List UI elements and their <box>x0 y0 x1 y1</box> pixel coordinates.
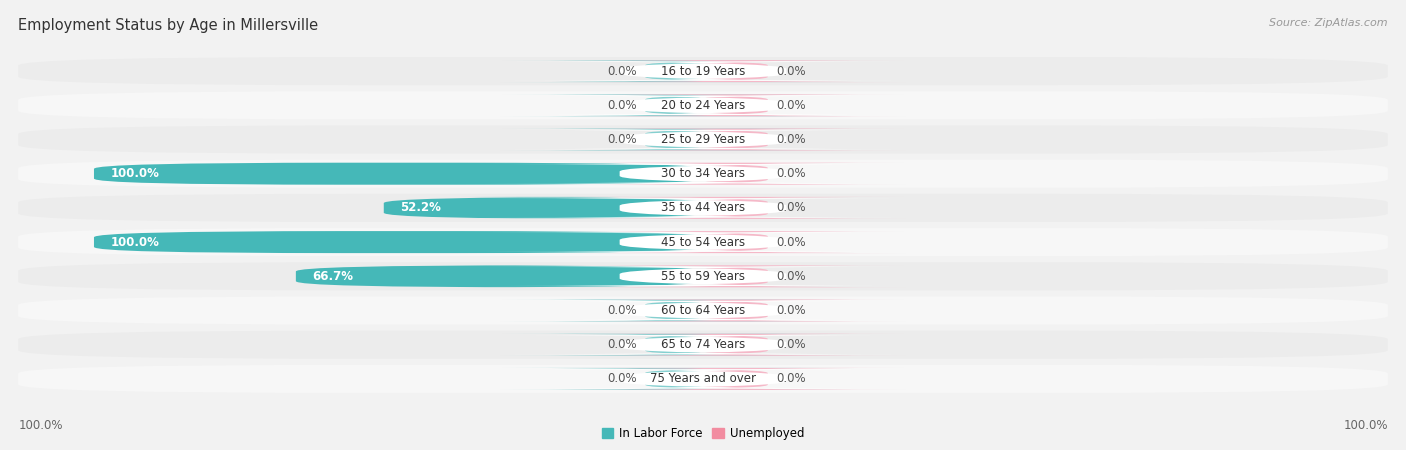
FancyBboxPatch shape <box>484 164 922 184</box>
Text: 0.0%: 0.0% <box>776 338 806 351</box>
Text: 75 Years and over: 75 Years and over <box>650 373 756 385</box>
Text: 0.0%: 0.0% <box>607 304 637 317</box>
Text: 100.0%: 100.0% <box>111 236 159 248</box>
Text: 0.0%: 0.0% <box>776 65 806 77</box>
FancyBboxPatch shape <box>18 57 1388 85</box>
Text: 0.0%: 0.0% <box>607 133 637 146</box>
FancyBboxPatch shape <box>499 94 852 116</box>
Text: 100.0%: 100.0% <box>111 167 159 180</box>
FancyBboxPatch shape <box>561 60 907 82</box>
FancyBboxPatch shape <box>561 334 907 356</box>
FancyBboxPatch shape <box>384 197 706 219</box>
Text: Source: ZipAtlas.com: Source: ZipAtlas.com <box>1270 18 1388 28</box>
FancyBboxPatch shape <box>18 194 1388 222</box>
FancyBboxPatch shape <box>499 300 852 321</box>
FancyBboxPatch shape <box>484 301 922 320</box>
Text: 0.0%: 0.0% <box>776 236 806 248</box>
Text: 0.0%: 0.0% <box>776 270 806 283</box>
Text: 35 to 44 Years: 35 to 44 Years <box>661 202 745 214</box>
Text: 55 to 59 Years: 55 to 59 Years <box>661 270 745 283</box>
Text: 0.0%: 0.0% <box>607 373 637 385</box>
Text: Employment Status by Age in Millersville: Employment Status by Age in Millersville <box>18 18 318 33</box>
Text: 0.0%: 0.0% <box>607 338 637 351</box>
FancyBboxPatch shape <box>484 266 922 286</box>
Text: 0.0%: 0.0% <box>607 99 637 112</box>
Text: 16 to 19 Years: 16 to 19 Years <box>661 65 745 77</box>
FancyBboxPatch shape <box>499 334 852 356</box>
FancyBboxPatch shape <box>18 331 1388 359</box>
Text: 65 to 74 Years: 65 to 74 Years <box>661 338 745 351</box>
FancyBboxPatch shape <box>484 130 922 149</box>
FancyBboxPatch shape <box>484 335 922 355</box>
FancyBboxPatch shape <box>484 95 922 115</box>
Text: 0.0%: 0.0% <box>776 373 806 385</box>
Text: 0.0%: 0.0% <box>776 99 806 112</box>
Text: 0.0%: 0.0% <box>607 65 637 77</box>
FancyBboxPatch shape <box>561 197 907 219</box>
Text: 60 to 64 Years: 60 to 64 Years <box>661 304 745 317</box>
FancyBboxPatch shape <box>561 300 907 321</box>
FancyBboxPatch shape <box>295 266 706 287</box>
FancyBboxPatch shape <box>561 231 907 253</box>
FancyBboxPatch shape <box>18 365 1388 393</box>
Text: 0.0%: 0.0% <box>776 133 806 146</box>
FancyBboxPatch shape <box>18 91 1388 119</box>
Text: 0.0%: 0.0% <box>776 202 806 214</box>
FancyBboxPatch shape <box>94 231 706 253</box>
Text: 100.0%: 100.0% <box>18 419 63 432</box>
FancyBboxPatch shape <box>561 94 907 116</box>
Text: 30 to 34 Years: 30 to 34 Years <box>661 167 745 180</box>
FancyBboxPatch shape <box>484 232 922 252</box>
Text: 0.0%: 0.0% <box>776 167 806 180</box>
Text: 25 to 29 Years: 25 to 29 Years <box>661 133 745 146</box>
FancyBboxPatch shape <box>18 297 1388 324</box>
FancyBboxPatch shape <box>499 129 852 150</box>
FancyBboxPatch shape <box>484 369 922 389</box>
FancyBboxPatch shape <box>18 126 1388 153</box>
FancyBboxPatch shape <box>484 61 922 81</box>
FancyBboxPatch shape <box>561 368 907 390</box>
FancyBboxPatch shape <box>18 228 1388 256</box>
Text: 45 to 54 Years: 45 to 54 Years <box>661 236 745 248</box>
Text: 100.0%: 100.0% <box>1343 419 1388 432</box>
Text: 66.7%: 66.7% <box>312 270 353 283</box>
FancyBboxPatch shape <box>499 368 852 390</box>
FancyBboxPatch shape <box>484 198 922 218</box>
FancyBboxPatch shape <box>18 262 1388 290</box>
Text: 52.2%: 52.2% <box>401 202 441 214</box>
FancyBboxPatch shape <box>18 160 1388 188</box>
Text: 20 to 24 Years: 20 to 24 Years <box>661 99 745 112</box>
FancyBboxPatch shape <box>561 266 907 287</box>
FancyBboxPatch shape <box>499 60 852 82</box>
FancyBboxPatch shape <box>94 163 706 184</box>
Text: 0.0%: 0.0% <box>776 304 806 317</box>
FancyBboxPatch shape <box>561 163 907 184</box>
Legend: In Labor Force, Unemployed: In Labor Force, Unemployed <box>598 423 808 445</box>
FancyBboxPatch shape <box>561 129 907 150</box>
